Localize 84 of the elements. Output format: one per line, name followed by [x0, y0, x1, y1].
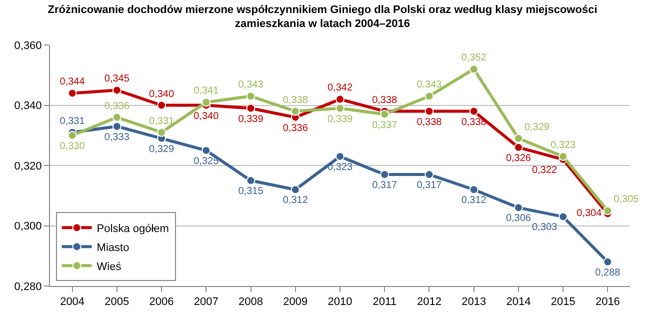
x-tick-label: 2010: [328, 296, 352, 308]
data-label: 0,343: [238, 80, 264, 91]
point: [68, 88, 77, 98]
data-label: 0,338: [372, 94, 398, 106]
data-label: 0,312: [461, 195, 487, 206]
point: [603, 206, 612, 216]
point: [112, 86, 122, 95]
point: [246, 104, 256, 113]
data-label: 0,338: [416, 116, 442, 128]
data-label: 0,333: [104, 132, 130, 143]
data-label: 0,340: [149, 88, 174, 100]
point: [336, 104, 344, 113]
x-tick-label: 2011: [372, 296, 396, 308]
point: [68, 130, 77, 140]
chart-title: Zróżnicowanie dochodów mierzone współczynnikiem Giniego dla Polski oraz według klasy miejscowości zamieszkania w latach 2004–2016: [48, 4, 598, 30]
point: [514, 203, 523, 212]
legend-label: Polska ogółem: [96, 222, 169, 235]
x-tick-label: 2008: [238, 296, 264, 308]
point: [290, 106, 300, 116]
data-label: 0,329: [149, 144, 174, 155]
point: [246, 92, 256, 101]
data-label: 0,336: [104, 100, 130, 112]
x-tick-label: 2004: [60, 296, 85, 308]
point: [202, 98, 211, 107]
data-label: 0,339: [327, 114, 353, 125]
point: [603, 257, 612, 266]
y-tick-label: 0,320: [14, 160, 42, 172]
data-label: 0,338: [282, 94, 308, 106]
point: [469, 185, 478, 194]
data-label: 0,330: [60, 140, 86, 152]
x-tick-label: 2015: [550, 296, 576, 308]
data-label: 0,288: [595, 267, 621, 278]
point: [112, 112, 122, 122]
data-label: 0,341: [194, 86, 220, 97]
x-tick-label: 2009: [283, 296, 308, 308]
data-label: 0,323: [550, 140, 576, 151]
data-label: 0,352: [461, 52, 487, 64]
data-label: 0,317: [372, 180, 398, 192]
data-label: 0,336: [282, 122, 308, 134]
y-tick-label: 0,340: [14, 100, 42, 112]
data-label: 0,337: [372, 120, 398, 131]
point: [424, 92, 434, 101]
data-label: 0,326: [506, 152, 532, 164]
point: [469, 64, 478, 74]
point: [514, 142, 523, 152]
x-tick-label: 2006: [149, 296, 174, 308]
data-label: 0,317: [416, 180, 442, 192]
point: [424, 106, 434, 116]
data-label: 0,339: [238, 114, 264, 125]
point: [112, 122, 122, 131]
data-label: 0,345: [104, 74, 130, 85]
data-label: 0,340: [194, 110, 220, 122]
data-label: 0,306: [506, 213, 532, 224]
point: [558, 212, 568, 222]
data-label: 0,322: [532, 164, 558, 176]
data-label: 0,342: [327, 82, 353, 94]
data-label: 0,303: [532, 222, 558, 234]
data-label: 0,304: [576, 208, 602, 220]
data-label: 0,305: [614, 194, 640, 206]
point: [290, 185, 300, 194]
data-label: 0,331: [149, 116, 174, 127]
legend-label: Wieś: [96, 260, 122, 273]
y-tick-label: 0,360: [14, 40, 42, 52]
data-label: 0,331: [60, 116, 86, 127]
legend-label: Miasto: [96, 242, 130, 254]
data-label: 0,329: [524, 122, 550, 133]
data-label: 0,315: [238, 186, 264, 198]
point: [157, 100, 166, 110]
y-tick-label: 0,280: [14, 280, 42, 293]
x-tick-label: 2016: [595, 296, 620, 308]
point: [469, 106, 478, 116]
point: [336, 94, 344, 104]
point: [514, 134, 523, 143]
x-tick-label: 2012: [416, 296, 442, 308]
data-label: 0,312: [282, 195, 308, 206]
y-tick-label: 0,300: [14, 220, 42, 233]
data-label: 0,343: [416, 80, 442, 91]
data-label: 0,344: [60, 76, 86, 88]
point: [380, 110, 390, 119]
point: [157, 128, 166, 137]
x-tick-label: 2014: [506, 296, 531, 308]
x-tick-label: 2007: [194, 296, 218, 308]
x-tick-label: 2013: [462, 296, 486, 308]
x-tick-label: 2005: [104, 296, 130, 308]
